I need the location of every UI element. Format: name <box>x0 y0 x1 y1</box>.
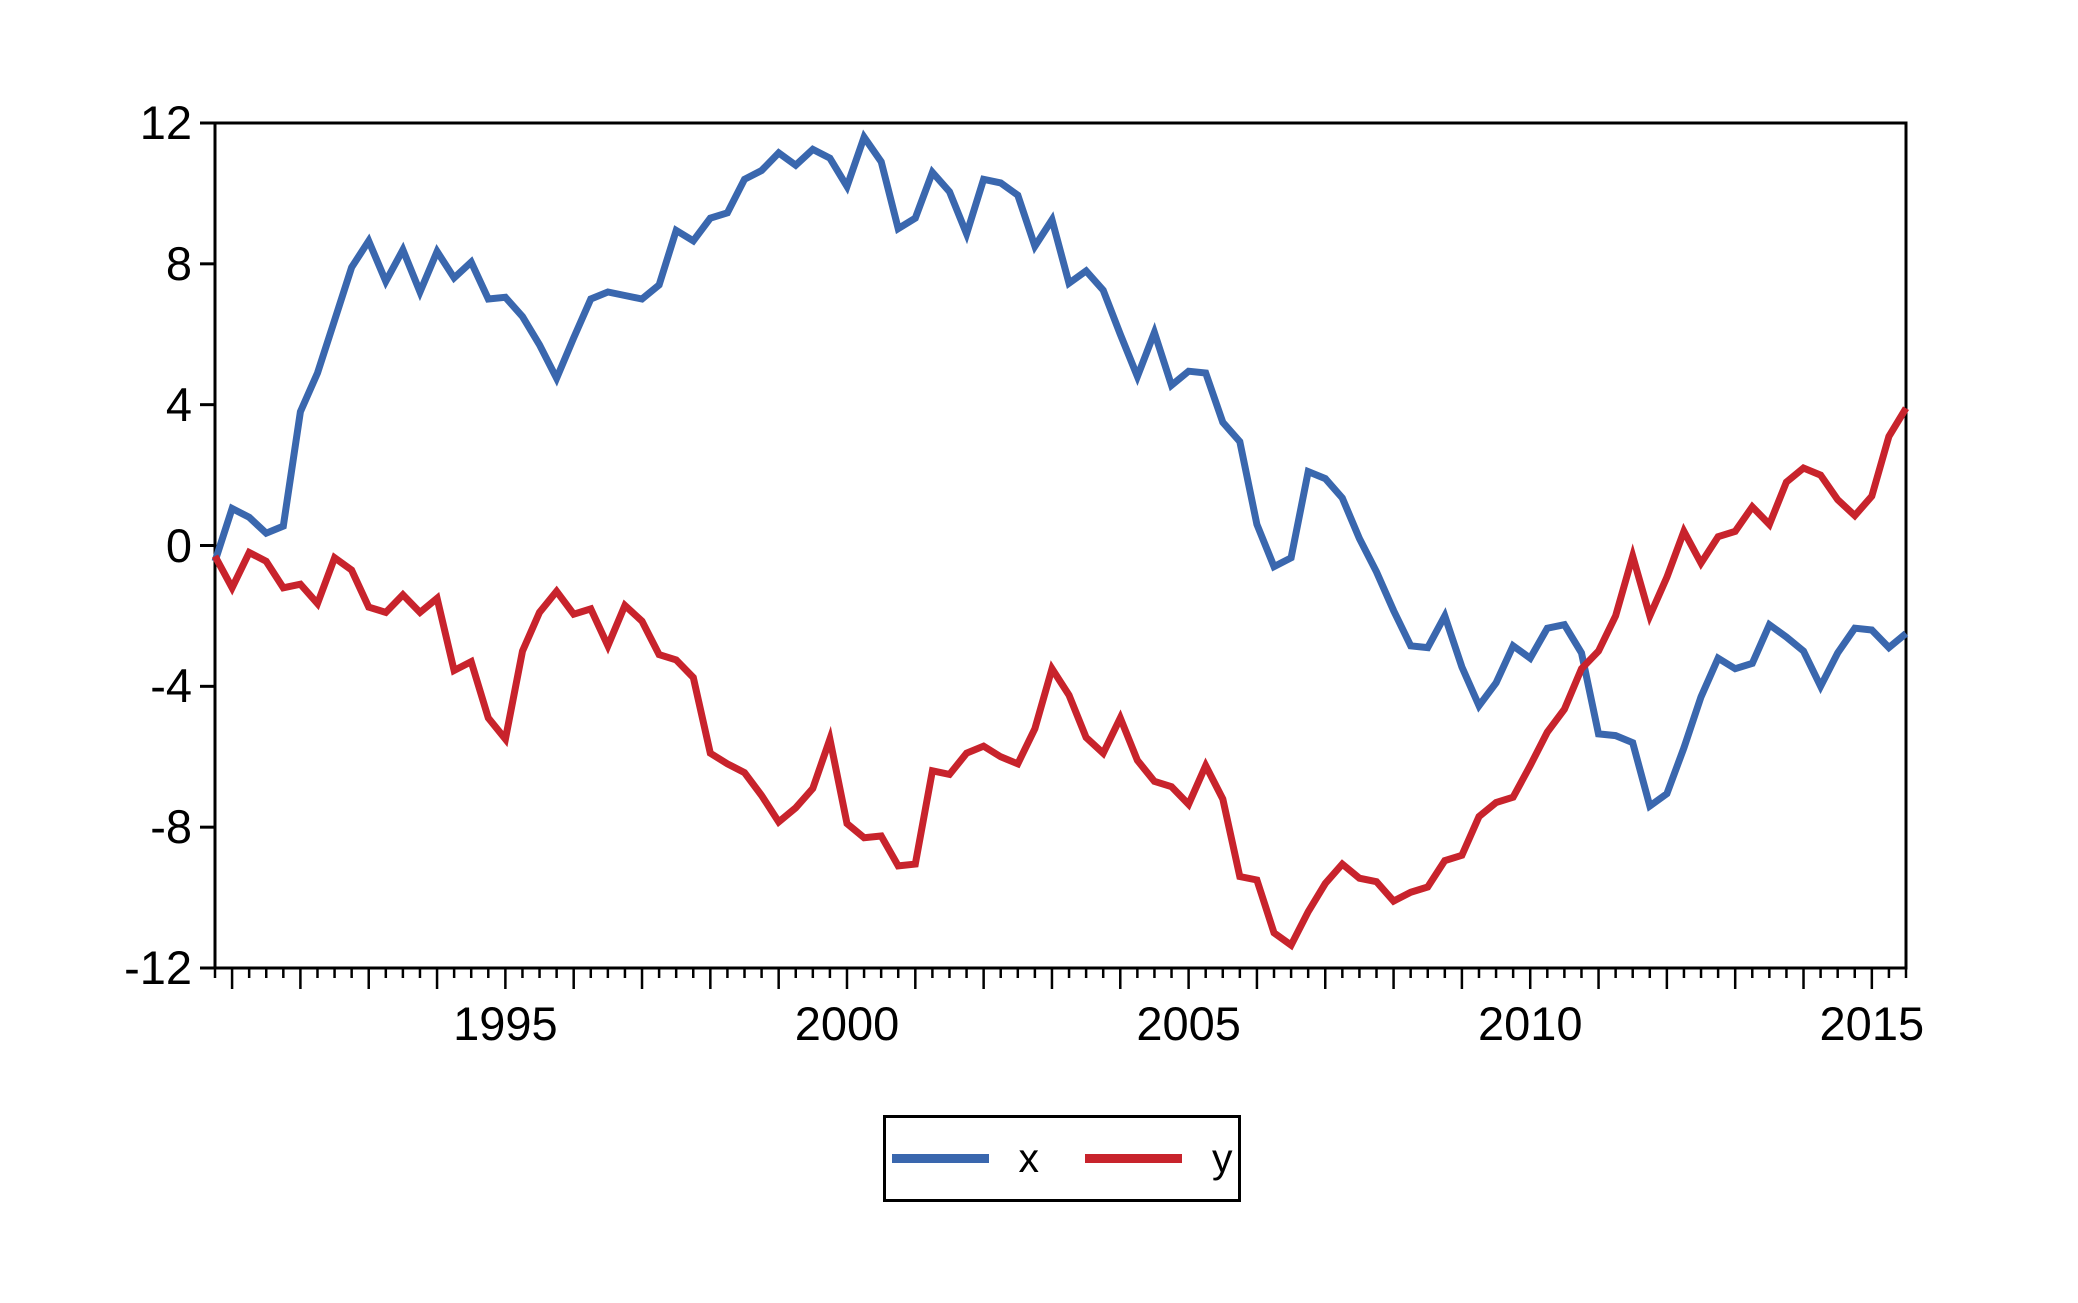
y-axis-tick-label: -12 <box>124 941 192 994</box>
legend-line-sample-y <box>1085 1154 1182 1163</box>
legend-item-y: y <box>1085 1138 1233 1179</box>
legend: x y <box>883 1115 1241 1202</box>
y-axis-tick-label: 12 <box>139 96 192 149</box>
series-line-y <box>211 406 1909 951</box>
legend-label-x: x <box>1018 1135 1040 1181</box>
legend-line-sample-x <box>891 1154 989 1163</box>
x-axis-tick-label: 2000 <box>794 997 900 1050</box>
y-axis-tick-label: 0 <box>165 518 192 572</box>
x-axis-tick-label: 2010 <box>1477 997 1583 1050</box>
y-axis-tick-label: -4 <box>150 659 192 713</box>
y-axis-tick-label: 4 <box>165 377 192 431</box>
series-line-x <box>211 129 1909 812</box>
legend-item-x: x <box>891 1135 1040 1181</box>
y-axis-tick-label: -8 <box>150 800 192 854</box>
x-axis-tick-label: 2005 <box>1136 997 1241 1050</box>
y-axis-tick-label: 8 <box>165 236 192 290</box>
x-axis-tick-label: 2015 <box>1819 997 1925 1050</box>
legend-label-y: y <box>1212 1135 1233 1181</box>
x-axis-tick-label: 1995 <box>453 997 558 1050</box>
